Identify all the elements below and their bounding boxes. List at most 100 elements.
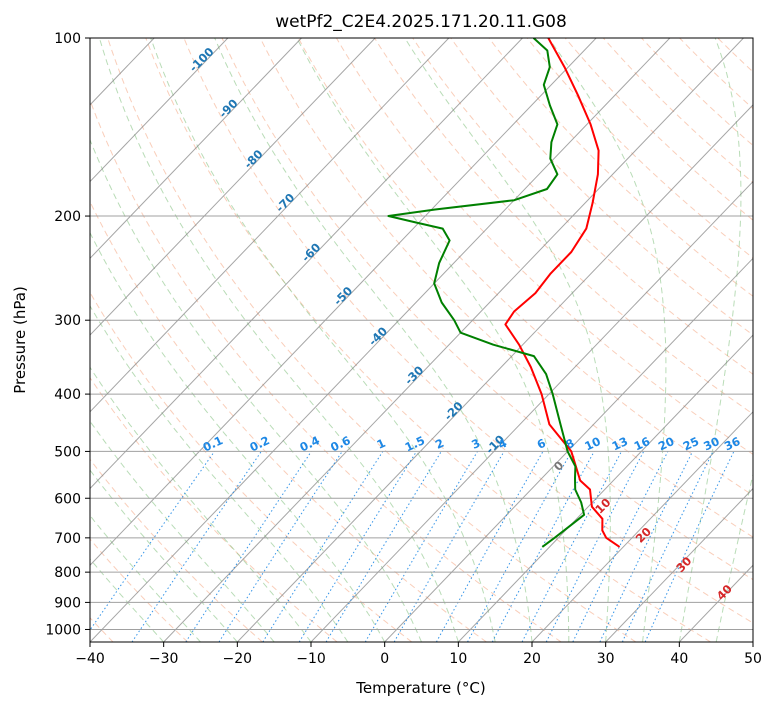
mixing-ratio-line [599,451,694,642]
mixing-ratio-line [393,451,505,642]
x-axis: −40 −30 −20 −10 0 10 20 30 40 50 [75,642,762,667]
mixing-ratio-label: 20 [656,434,676,453]
isotherm-line [531,411,753,642]
y-axis-label: Pressure (hPa) [11,286,29,394]
dry-adiabat [602,38,753,184]
isotherm-line [384,257,753,642]
y-tick-label: 900 [54,595,81,611]
y-tick-label: 800 [54,565,81,581]
dry-adiabat [90,200,487,642]
moist-adiabat [90,138,422,642]
moist-adiabat [90,231,386,642]
mixing-ratio-label: 10 [582,434,602,453]
x-tick-label: −10 [296,651,326,667]
dry-adiabat [756,38,775,642]
isotherm-line [90,38,376,336]
isotherm-line [236,104,753,642]
moist-adiabat [548,38,667,642]
dry-adiabat [183,38,753,624]
moist-adiabat [214,38,533,642]
moist-adiabat [90,514,201,642]
chart-title: wetPf2_C2E4.2025.171.20.11.G08 [275,12,567,32]
isotherm-line [90,38,302,260]
mixing-ratio-line [298,451,417,642]
y-axis: 100 200 300 400 500 600 700 800 900 1000 [45,31,90,638]
x-tick-label: −20 [223,651,253,667]
x-tick-label: 0 [380,651,389,667]
moist-adiabat [404,38,611,642]
x-tick-label: −40 [75,651,105,667]
plot-frame [89,37,754,643]
y-tick-label: 100 [54,31,81,47]
isotherm-line [752,641,753,642]
mixing-ratio-line [262,451,384,642]
dry-adiabat [297,38,753,496]
isotherm-line [90,38,671,642]
mixing-ratio-line [644,451,735,642]
moist-adiabat [90,558,165,642]
moist-adiabat [150,38,496,642]
isotherm-line [605,487,753,642]
moist-adiabat [90,304,349,642]
isotherm-line [90,38,597,566]
dry-adiabat [564,38,753,221]
isotherm-line [163,38,744,642]
mixing-ratio-line [218,451,343,642]
mixing-ratio-line [572,451,669,642]
isotherm-line [0,38,7,642]
dry-adiabat [450,38,753,336]
dry-adiabat [374,38,753,415]
x-tick-label: 40 [670,651,688,667]
y-tick-label: 400 [54,387,81,403]
mixing-ratio-label: 13 [610,434,630,453]
dry-adiabat [90,98,562,642]
x-tick-label: 20 [523,651,541,667]
moist-adiabat [98,38,459,642]
mixing-ratio-line [90,451,215,631]
isotherm-line [90,38,229,183]
y-tick-label: 700 [54,531,81,547]
dry-adiabat [259,38,753,538]
y-tick-label: 500 [54,444,81,460]
isotherm-line [90,38,450,413]
dry-adiabat [90,458,263,642]
mixing-ratio-label: 25 [681,434,701,453]
isotherm-line [310,180,753,642]
dry-adiabat [90,376,338,642]
plot-background [90,38,753,642]
dewpoint-line [387,38,586,548]
dry-adiabat [107,38,637,642]
x-tick-label: 30 [597,651,615,667]
mixing-ratio-label: 30 [701,434,721,453]
temperature-line [504,38,621,548]
x-tick-label: 10 [449,651,467,667]
dry-adiabat [526,38,753,259]
x-tick-label: 50 [744,651,762,667]
profile-lines [387,38,621,548]
dry-adiabat [90,291,413,642]
dry-adiabat [335,38,753,455]
y-tick-label: 300 [54,313,81,329]
moist-adiabat [296,38,570,642]
dry-adiabat [221,38,753,581]
isotherm-line [90,38,523,490]
moist-adiabat [90,469,238,642]
x-tick-label: −30 [149,651,179,667]
y-tick-label: 200 [54,209,81,225]
mixing-ratio-label: 36 [722,434,742,453]
mixing-ratio-line [435,451,544,642]
moist-adiabat [678,38,742,642]
isotherm-line [457,334,753,642]
background-lines [0,38,775,642]
mixing-ratio-line [621,451,714,642]
mixing-ratio-line [325,451,442,642]
y-tick-label: 1000 [45,622,81,638]
moist-adiabat [715,472,753,642]
x-axis-label: Temperature (°C) [355,679,485,697]
mixing-ratio-line [467,451,572,642]
y-tick-label: 600 [54,491,81,507]
moist-adiabat [90,420,275,642]
mixing-ratio-line [364,451,478,642]
dry-adiabat [412,38,753,375]
